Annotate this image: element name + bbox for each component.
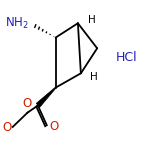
Text: H: H	[90, 72, 98, 82]
Text: H: H	[88, 15, 95, 25]
Text: O: O	[49, 120, 58, 133]
Text: NH$_2$: NH$_2$	[5, 16, 29, 31]
Text: O: O	[2, 121, 11, 134]
Polygon shape	[36, 87, 56, 108]
Text: HCl: HCl	[116, 51, 138, 64]
Text: O: O	[22, 97, 31, 110]
